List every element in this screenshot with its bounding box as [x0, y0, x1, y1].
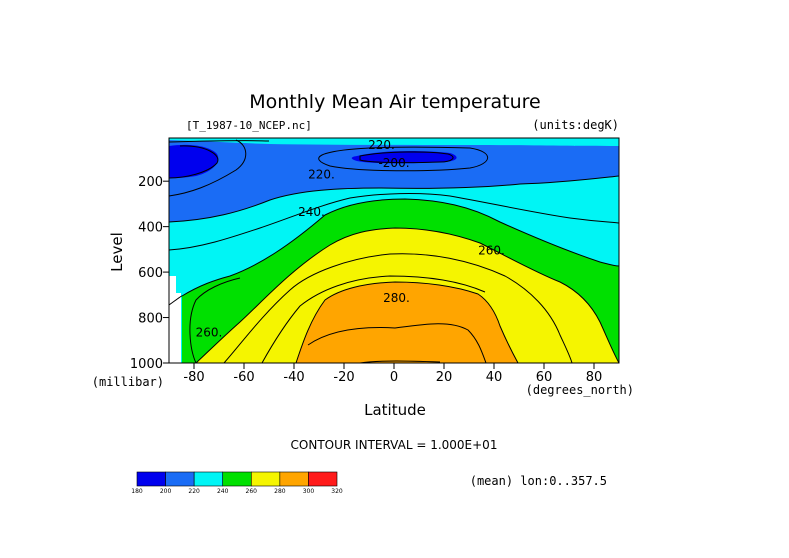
core-below-200-center — [351, 151, 457, 164]
contour-line — [169, 140, 270, 143]
band-280-300 — [296, 282, 518, 363]
contour-label: -200. — [378, 156, 409, 170]
y-axis: 200 400 600 800 1000 — [130, 175, 169, 372]
plot-area: 220. -200. 220. 240. 260. 280. 260. — [169, 138, 619, 363]
band-200-220 — [169, 138, 619, 222]
contour-line — [261, 275, 486, 363]
colorbar-label: 300 — [303, 488, 315, 495]
y-axis-label: Level — [108, 232, 126, 272]
contour-line — [295, 281, 519, 363]
x-tick-label: -60 — [233, 370, 254, 385]
contour-line — [169, 175, 619, 223]
contour-label: 220. — [308, 167, 335, 181]
missing-data-region — [169, 276, 181, 363]
colorbar: 180 200 220 240 260 280 300 320 — [131, 471, 343, 495]
colorbar-label: 320 — [331, 488, 343, 495]
x-axis-label: Latitude — [364, 401, 426, 419]
contour-line — [195, 227, 619, 363]
colorbar-swatch — [308, 471, 338, 487]
x-tick-label: -20 — [333, 370, 354, 385]
contour-line — [169, 139, 247, 197]
contour-line — [307, 323, 487, 363]
x-tick-label: -80 — [183, 370, 204, 385]
y-axis-units: (millibar) — [92, 375, 164, 389]
contour-line — [189, 277, 241, 363]
colorbar-label: 200 — [160, 488, 172, 495]
y-tick-label: 400 — [138, 221, 163, 236]
contour-line — [223, 253, 573, 363]
units-label: (units:degK) — [532, 118, 619, 132]
contour-interval-label: CONTOUR INTERVAL = 1.000E+01 — [291, 438, 498, 452]
contour-line — [169, 295, 183, 306]
colorbar-label: 260 — [246, 488, 258, 495]
contour-label: 280. — [383, 291, 410, 305]
band-220-240-top — [169, 138, 619, 146]
x-tick-label: 20 — [436, 370, 453, 385]
contour-label: 240. — [298, 205, 325, 219]
x-tick-label: 0 — [390, 370, 398, 385]
x-tick-label: 60 — [536, 370, 553, 385]
y-tick-label: 600 — [138, 266, 163, 281]
contour-label: 260. — [478, 244, 505, 258]
colorbar-swatch — [250, 471, 281, 487]
y-tick-label: 200 — [138, 175, 163, 190]
colorbar-label: 180 — [131, 488, 143, 495]
colorbar-swatch — [165, 471, 195, 487]
dataset-label: [T_1987-10_NCEP.nc] — [186, 119, 312, 132]
colorbar-label: 220 — [188, 488, 200, 495]
x-axis-units: (degrees_north) — [526, 383, 634, 397]
contour-line — [318, 146, 489, 172]
x-axis: -80 -60 -40 -20 0 20 40 60 80 — [183, 363, 602, 385]
contour-line — [359, 360, 441, 363]
chart-title: Monthly Mean Air temperature — [249, 91, 540, 113]
y-tick-label: 1000 — [130, 357, 163, 372]
colorbar-label: 240 — [217, 488, 229, 495]
contour-labels: 220. -200. 220. 240. 260. 280. 260. — [196, 138, 505, 339]
colorbar-swatch — [279, 471, 309, 487]
contour-label: 220. — [368, 138, 395, 152]
colorbar-swatch — [193, 471, 224, 487]
core-below-200-left — [169, 144, 219, 178]
contour-line — [169, 145, 219, 179]
y-tick-label: 800 — [138, 312, 163, 327]
x-tick-label: 40 — [486, 370, 503, 385]
colorbar-swatch — [222, 471, 252, 487]
contour-lines — [169, 139, 619, 363]
footnote: (mean) lon:0..357.5 — [470, 474, 607, 488]
contour-line — [359, 151, 454, 164]
colorbar-swatch — [136, 471, 166, 487]
x-tick-label: 80 — [586, 370, 603, 385]
colorbar-label: 280 — [274, 488, 286, 495]
contour-label: 260. — [196, 325, 223, 339]
x-tick-label: -40 — [283, 370, 304, 385]
contour-line — [169, 193, 619, 251]
contour-line — [181, 198, 619, 297]
